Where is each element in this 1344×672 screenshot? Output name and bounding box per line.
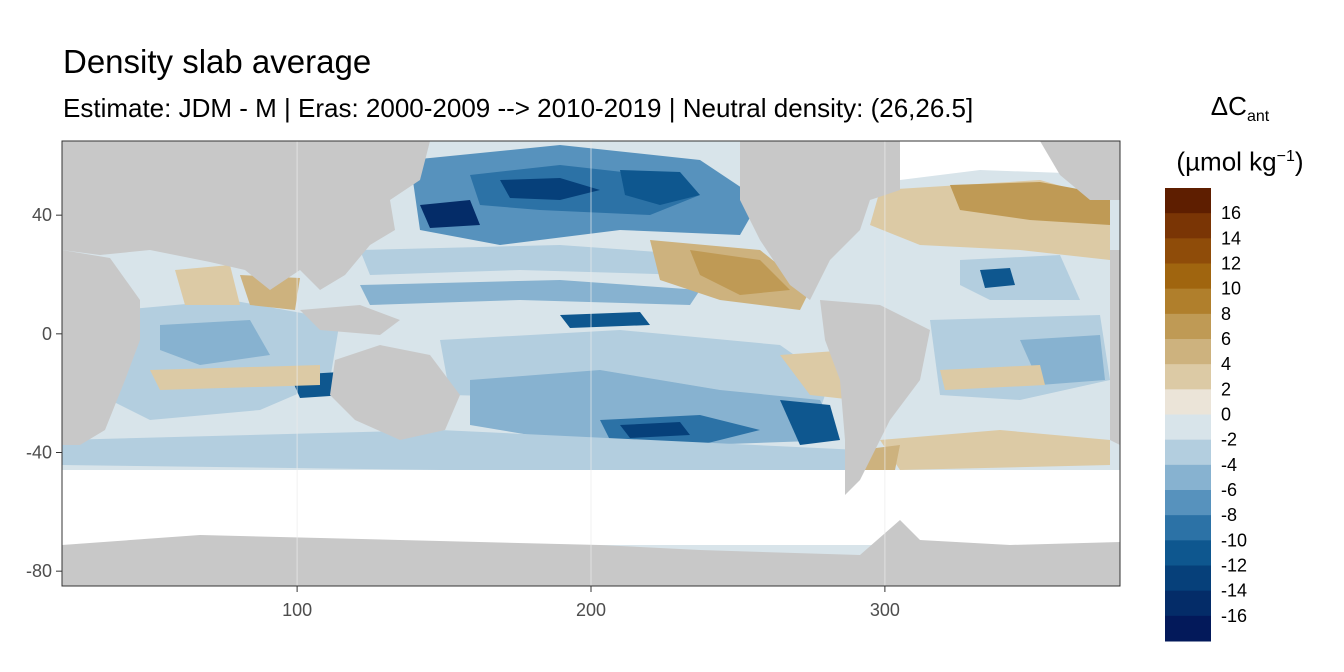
legend-label: -12 bbox=[1221, 556, 1247, 576]
legend-labels: 16 14 12 10 8 6 4 2 0 -2 -4 -6 -8 -10 -12 -14 -16 bbox=[1221, 203, 1247, 626]
chart-title: Density slab average bbox=[63, 43, 372, 80]
legend-label: -2 bbox=[1221, 430, 1237, 450]
y-tick-label: 0 bbox=[42, 324, 52, 344]
legend-swatch bbox=[1165, 615, 1211, 642]
y-tick-label: 40 bbox=[32, 205, 52, 225]
legend-label: 8 bbox=[1221, 304, 1231, 324]
ocean-anomaly-field bbox=[62, 145, 1110, 470]
legend-title-unit-suffix: ) bbox=[1294, 146, 1304, 177]
x-axis: 100 200 300 bbox=[282, 586, 900, 620]
legend-label: 4 bbox=[1221, 354, 1231, 374]
legend-swatch bbox=[1165, 313, 1211, 340]
legend-label: -14 bbox=[1221, 581, 1247, 601]
legend-swatch bbox=[1165, 515, 1211, 541]
legend-label: 2 bbox=[1221, 379, 1231, 399]
legend-swatch bbox=[1165, 288, 1211, 315]
legend-swatch bbox=[1165, 213, 1211, 239]
legend-swatch bbox=[1165, 565, 1211, 592]
x-tick-label: 200 bbox=[576, 600, 606, 620]
y-tick-label: -40 bbox=[26, 443, 52, 463]
legend-swatch bbox=[1165, 339, 1211, 365]
legend-title-unit-sup: −1 bbox=[1276, 148, 1295, 166]
legend-swatch bbox=[1165, 540, 1211, 566]
legend-swatch bbox=[1165, 389, 1211, 415]
legend-label: 12 bbox=[1221, 254, 1241, 274]
legend-title-symbol: ΔC bbox=[1210, 91, 1247, 121]
legend-label: -16 bbox=[1221, 606, 1247, 626]
legend-label: -10 bbox=[1221, 530, 1247, 550]
legend-title-unit: (µmol kg bbox=[1176, 146, 1277, 177]
legend-colorbar bbox=[1165, 188, 1211, 642]
legend-label: 10 bbox=[1221, 279, 1241, 299]
legend-swatch bbox=[1165, 364, 1211, 390]
legend-swatch bbox=[1165, 464, 1211, 491]
y-tick-label: -80 bbox=[26, 561, 52, 581]
legend-swatch bbox=[1165, 238, 1211, 264]
legend-label: -6 bbox=[1221, 480, 1237, 500]
legend-label: 14 bbox=[1221, 228, 1241, 248]
legend-swatch bbox=[1165, 263, 1211, 290]
legend-swatch bbox=[1165, 414, 1211, 441]
legend-swatch bbox=[1165, 439, 1211, 466]
x-tick-label: 100 bbox=[282, 600, 312, 620]
legend-title: ΔCant (µmol kg−1) bbox=[1150, 86, 1330, 182]
legend-label: 0 bbox=[1221, 405, 1231, 425]
x-tick-label: 300 bbox=[870, 600, 900, 620]
chart-subtitle: Estimate: JDM - M | Eras: 2000-2009 --> … bbox=[63, 93, 974, 123]
grid-lines bbox=[296, 141, 886, 586]
legend-swatch bbox=[1165, 590, 1211, 617]
legend-label: -8 bbox=[1221, 505, 1237, 525]
legend-label: 6 bbox=[1221, 329, 1231, 349]
legend-swatch bbox=[1165, 188, 1211, 214]
legend-label: -4 bbox=[1221, 455, 1237, 475]
legend-swatch bbox=[1165, 490, 1211, 516]
legend-title-subscript: ant bbox=[1246, 108, 1270, 126]
legend-label: 16 bbox=[1221, 203, 1241, 223]
y-axis: 40 0 -40 -80 bbox=[26, 205, 62, 581]
